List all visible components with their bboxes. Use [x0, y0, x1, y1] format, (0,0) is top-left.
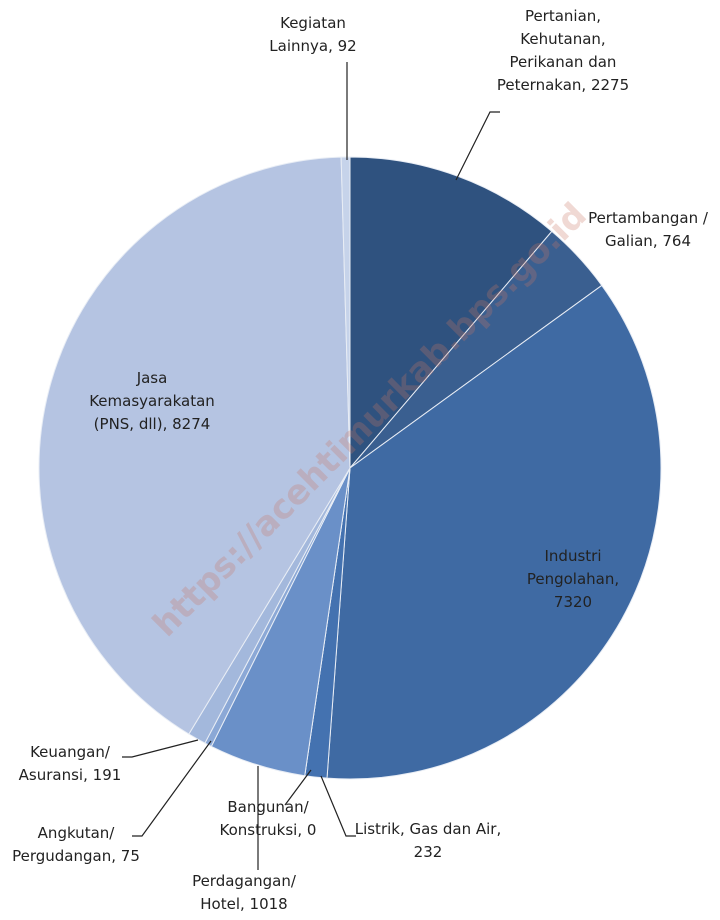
data-label: Pertambangan / Galian 764 — [578, 207, 718, 253]
value-label: 0 — [306, 821, 317, 839]
data-label: Keuangan/ Asuransi 191 — [5, 741, 135, 787]
data-label: Jasa Kemasyarakatan (PNS, dll) 8274 — [87, 367, 217, 436]
category-label: Listrik, Gas dan Air — [355, 820, 502, 838]
data-label: Bangunan/ Konstruksi 0 — [198, 796, 338, 842]
category-label: Kegiatan Lainnya — [269, 14, 346, 55]
leader-line — [132, 740, 212, 837]
value-label: 191 — [92, 766, 122, 784]
data-label: Angkutan/ Pergudangan 75 — [11, 822, 141, 868]
value-label: 1018 — [249, 895, 288, 913]
data-label: Perdagangan/ Hotel 1018 — [169, 870, 319, 916]
leader-line — [122, 739, 199, 758]
data-label: Industri Pengolahan 7320 — [513, 545, 633, 614]
value-label: 232 — [413, 843, 443, 861]
value-label: 92 — [337, 37, 357, 55]
data-label: Kegiatan Lainnya 92 — [258, 12, 368, 58]
value-label: 75 — [120, 847, 140, 865]
category-label: Bangunan/ Konstruksi — [220, 798, 309, 839]
data-label: Listrik, Gas dan Air 232 — [343, 818, 513, 864]
pie-slice — [340, 156, 351, 469]
pie-slice — [38, 156, 351, 735]
data-label: Pertanian, Kehutanan, Perikanan dan Pete… — [488, 5, 638, 97]
value-label: 764 — [662, 232, 692, 250]
value-label: 8274 — [172, 415, 211, 433]
category-label: Industri Pengolahan — [527, 547, 619, 588]
leader-line — [455, 111, 500, 181]
value-label: 2275 — [590, 76, 630, 94]
pie-slice — [326, 284, 662, 780]
value-label: 7320 — [553, 593, 593, 611]
leader-line — [320, 775, 356, 837]
leader-line — [284, 769, 312, 806]
category-label: Angkutan/ Pergudangan — [12, 824, 116, 865]
